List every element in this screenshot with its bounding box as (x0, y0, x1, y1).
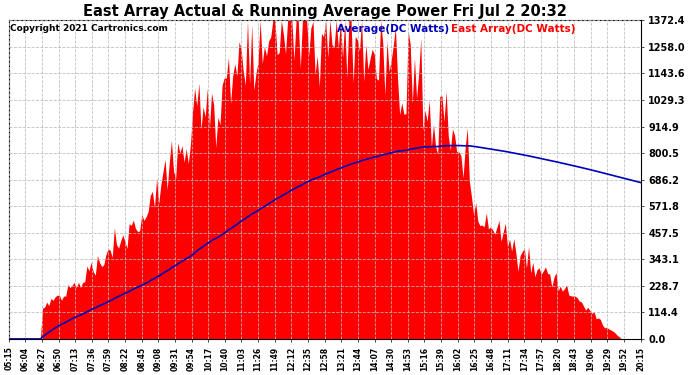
Text: Copyright 2021 Cartronics.com: Copyright 2021 Cartronics.com (10, 24, 168, 33)
Text: Average(DC Watts): Average(DC Watts) (337, 24, 449, 33)
Text: East Array(DC Watts): East Array(DC Watts) (451, 24, 575, 33)
Title: East Array Actual & Running Average Power Fri Jul 2 20:32: East Array Actual & Running Average Powe… (83, 4, 566, 19)
